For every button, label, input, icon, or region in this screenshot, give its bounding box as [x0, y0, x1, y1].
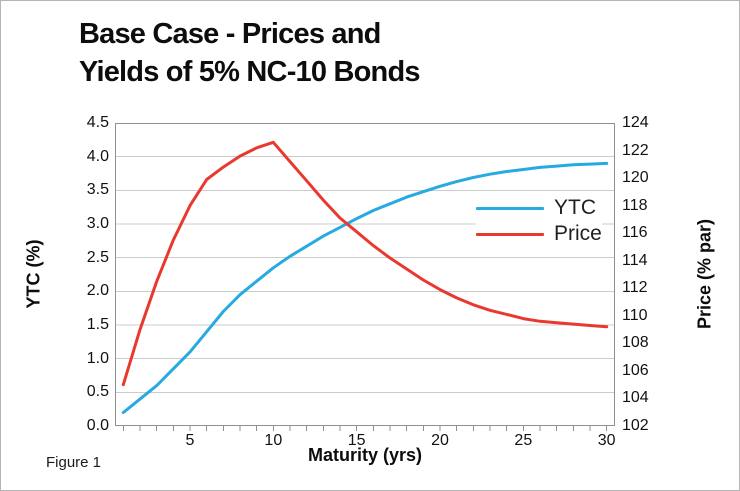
legend-item-ytc: YTC	[476, 195, 602, 221]
left-axis-tick-label: 2.0	[86, 282, 109, 300]
x-axis-tick-label: 15	[347, 432, 366, 449]
right-axis-tick-label: 106	[622, 361, 649, 379]
left-axis-tick-label: 1.0	[86, 349, 109, 367]
right-axis-tick-label: 124	[622, 114, 649, 131]
plot-frame	[115, 123, 615, 426]
ytc-line-swatch	[476, 206, 544, 210]
right-axis-tick-label: 104	[622, 389, 649, 407]
left-axis-tick-label: 0.5	[86, 383, 109, 401]
legend-label-price: Price	[554, 222, 602, 245]
left-axis-tick-label: 0.0	[86, 417, 109, 434]
left-axis-tick-label: 4.5	[86, 114, 109, 131]
right-axis-tick-label: 102	[622, 417, 649, 434]
legend-item-price: Price	[476, 221, 602, 247]
right-axis-tick-label: 114	[622, 251, 648, 269]
right-axis-tick-label: 120	[622, 169, 649, 187]
left-axis-tick-label: 1.5	[86, 316, 109, 333]
x-axis-tick-label: 5	[185, 432, 195, 449]
x-axis-tick-label: 25	[514, 432, 533, 449]
x-axis-title: Maturity (yrs)	[307, 445, 423, 465]
right-axis-tick-label: 122	[622, 141, 649, 159]
series-line-ytc	[121, 161, 609, 414]
chart-title-line2: Yields of 5% NC-10 Bonds	[79, 56, 420, 88]
figure-caption: Figure 1	[46, 454, 102, 471]
left-axis-tick-label: 3.5	[86, 181, 109, 199]
legend-label-ytc: YTC	[554, 196, 596, 219]
legend: YTC Price	[476, 195, 602, 247]
right-axis-tick-label: 110	[622, 306, 648, 324]
x-axis-tick-label: 10	[264, 432, 283, 449]
left-axis-title: YTC (%)	[23, 239, 44, 309]
left-axis-tick-label: 4.0	[86, 147, 109, 165]
left-axis-tick-label: 3.0	[86, 215, 109, 232]
price-line-swatch	[476, 232, 544, 236]
right-axis-tick-label: 118	[622, 196, 648, 214]
right-axis-tick-label: 116	[622, 224, 648, 242]
chart-canvas	[115, 123, 615, 431]
left-axis-tick-label: 2.5	[86, 248, 109, 266]
x-axis-tick-label: 30	[597, 432, 616, 449]
right-axis-title: Price (% par)	[694, 218, 715, 330]
x-axis-tick-label: 20	[431, 432, 449, 449]
right-axis-tick-label: 108	[622, 334, 649, 352]
chart-title: Base Case - Prices and Yields of 5% NC-1…	[79, 15, 420, 91]
series-line-price	[121, 140, 609, 387]
right-axis-tick-label: 112	[622, 279, 648, 297]
plot-area	[115, 123, 615, 431]
chart-title-line1: Base Case - Prices and	[79, 18, 381, 50]
